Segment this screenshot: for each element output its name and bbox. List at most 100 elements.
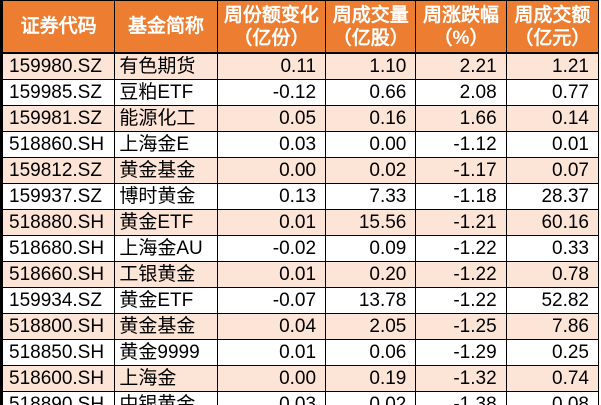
header-label-pct-change: 周涨跌幅	[423, 4, 500, 26]
header-row: 证券代码 基金简称 周份额变化 （亿份） 周成交量 （亿股） 周涨跌幅	[0, 0, 600, 54]
cell-turnover: 7.86	[505, 313, 600, 340]
cell-volume: 0.19	[325, 365, 417, 392]
cell-share-change: 0.04	[216, 313, 327, 340]
cell-share-change: 0.13	[216, 183, 327, 210]
cell-name: 中银黄金	[114, 391, 218, 405]
cell-name: 黄金ETF	[114, 287, 218, 314]
cell-code: 518860.SH	[0, 131, 116, 158]
table-row: 159980.SZ 有色期货 0.11 1.10 2.21 1.21	[0, 52, 600, 80]
cell-volume: 0.06	[325, 339, 417, 366]
header-label-share-change: 周份额变化	[223, 4, 319, 26]
cell-name: 黄金9999	[114, 339, 218, 366]
cell-pct-change: -1.25	[415, 313, 507, 340]
cell-turnover: 0.08	[505, 391, 600, 405]
table-row: 518680.SH 上海金AU -0.02 0.09 -1.22 0.33	[0, 235, 600, 262]
header-sublabel-turnover: （亿元）	[514, 27, 591, 49]
cell-turnover: 0.07	[505, 157, 600, 184]
cell-share-change: 0.05	[216, 105, 327, 132]
header-label-code: 证券代码	[20, 16, 97, 37]
table-row: 518860.SH 上海金E 0.03 0.00 -1.12 0.01	[0, 131, 600, 158]
cell-share-change: 0.01	[216, 339, 327, 366]
cell-code: 159985.SZ	[0, 79, 116, 106]
cell-share-change: -0.07	[216, 287, 327, 314]
cell-name: 黄金基金	[114, 313, 218, 340]
cell-turnover: 0.25	[505, 339, 600, 366]
cell-volume: 13.78	[325, 287, 417, 314]
cell-name: 有色期货	[114, 52, 218, 80]
cell-pct-change: -1.12	[415, 131, 507, 158]
cell-pct-change: -1.29	[415, 339, 507, 366]
cell-volume: 7.33	[325, 183, 417, 210]
cell-turnover: 28.37	[505, 183, 600, 210]
table-row: 159937.SZ 博时黄金 0.13 7.33 -1.18 28.37	[0, 183, 600, 210]
table-row: 159981.SZ 能源化工 0.05 0.16 1.66 0.14	[0, 105, 600, 132]
cell-code: 159934.SZ	[0, 287, 116, 314]
cell-share-change: 0.03	[216, 131, 327, 158]
cell-turnover: 1.21	[505, 52, 600, 80]
header-cell-volume: 周成交量 （亿股）	[325, 0, 417, 54]
cell-share-change: 0.00	[216, 365, 327, 392]
header-cell-pct-change: 周涨跌幅 （%）	[415, 0, 507, 54]
cell-volume: 0.02	[325, 391, 417, 405]
cell-pct-change: -1.32	[415, 365, 507, 392]
cell-volume: 15.56	[325, 209, 417, 236]
header-cell-name: 基金简称	[114, 0, 218, 54]
cell-code: 518660.SH	[0, 261, 116, 288]
cell-code: 518600.SH	[0, 365, 116, 392]
table-row: 518800.SH 黄金基金 0.04 2.05 -1.25 7.86	[0, 313, 600, 340]
cell-pct-change: -1.22	[415, 261, 507, 288]
cell-code: 518880.SH	[0, 209, 116, 236]
cell-volume: 0.09	[325, 235, 417, 262]
header-sublabel-volume: （亿股）	[332, 27, 409, 49]
cell-volume: 0.02	[325, 157, 417, 184]
header-cell-turnover: 周成交额 （亿元）	[505, 0, 600, 54]
cell-pct-change: -1.38	[415, 391, 507, 405]
table-row: 159985.SZ 豆粕ETF -0.12 0.66 2.08 0.77	[0, 79, 600, 106]
header-cell-share-change: 周份额变化 （亿份）	[216, 0, 327, 54]
cell-pct-change: -1.21	[415, 209, 507, 236]
cell-name: 博时黄金	[114, 183, 218, 210]
cell-pct-change: -1.18	[415, 183, 507, 210]
cell-turnover: 0.01	[505, 131, 600, 158]
table-row: 159812.SZ 黄金基金 0.00 0.02 -1.17 0.07	[0, 157, 600, 184]
table-row: 518890.SH 中银黄金 0.03 0.02 -1.38 0.08	[0, 391, 600, 405]
cell-share-change: 0.01	[216, 261, 327, 288]
cell-code: 518680.SH	[0, 235, 116, 262]
cell-pct-change: -1.22	[415, 235, 507, 262]
cell-turnover: 0.78	[505, 261, 600, 288]
cell-turnover: 0.14	[505, 105, 600, 132]
cell-volume: 0.20	[325, 261, 417, 288]
header-label-volume: 周成交量	[332, 4, 409, 26]
header-label-name: 基金简称	[128, 16, 205, 37]
header-sublabel-share-change: （亿份）	[233, 27, 310, 49]
cell-name: 上海金	[114, 365, 218, 392]
cell-code: 159980.SZ	[0, 52, 116, 80]
cell-share-change: 0.00	[216, 157, 327, 184]
cell-share-change: -0.12	[216, 79, 327, 106]
table-row: 518880.SH 黄金ETF 0.01 15.56 -1.21 60.16	[0, 209, 600, 236]
cell-code: 518800.SH	[0, 313, 116, 340]
header-cell-code: 证券代码	[0, 0, 116, 54]
cell-code: 518890.SH	[0, 391, 116, 405]
cell-share-change: 0.03	[216, 391, 327, 405]
table-row: 518600.SH 上海金 0.00 0.19 -1.32 0.74	[0, 365, 600, 392]
cell-turnover: 52.82	[505, 287, 600, 314]
cell-share-change: -0.02	[216, 235, 327, 262]
cell-turnover: 0.77	[505, 79, 600, 106]
cell-volume: 2.05	[325, 313, 417, 340]
cell-turnover: 0.74	[505, 365, 600, 392]
cell-share-change: 0.11	[216, 52, 327, 80]
cell-volume: 0.66	[325, 79, 417, 106]
cell-code: 159812.SZ	[0, 157, 116, 184]
header-label-turnover: 周成交额	[514, 4, 591, 26]
cell-name: 豆粕ETF	[114, 79, 218, 106]
header-sublabel-pct-change: （%）	[433, 27, 489, 49]
cell-name: 上海金AU	[114, 235, 218, 262]
cell-name: 黄金ETF	[114, 209, 218, 236]
table-row: 518850.SH 黄金9999 0.01 0.06 -1.29 0.25	[0, 339, 600, 366]
table-row: 159934.SZ 黄金ETF -0.07 13.78 -1.22 52.82	[0, 287, 600, 314]
cell-name: 能源化工	[114, 105, 218, 132]
cell-turnover: 60.16	[505, 209, 600, 236]
